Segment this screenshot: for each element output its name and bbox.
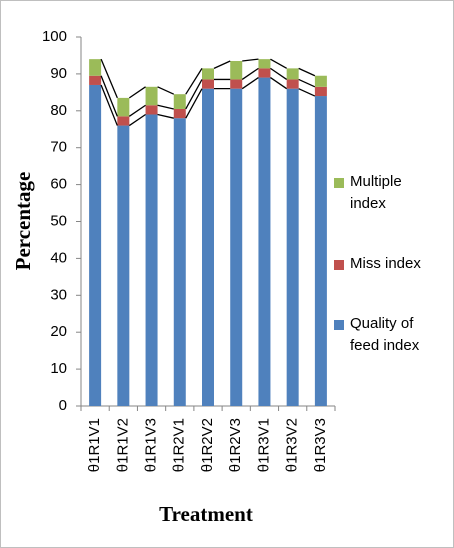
series-line	[128, 113, 146, 127]
bar-segment	[89, 59, 102, 76]
bar-segment	[173, 94, 186, 109]
y-tick-label: 50	[50, 212, 67, 229]
x-tick-label: θ1R2V2	[199, 418, 216, 472]
legend-swatch	[334, 178, 344, 188]
bar-segment	[314, 86, 327, 97]
bar-segment	[89, 84, 102, 406]
series-line	[185, 88, 203, 119]
legend-label: Quality of feed index	[350, 315, 420, 354]
x-tick-label: θ1R3V1	[255, 418, 272, 472]
series-line	[128, 104, 146, 117]
legend-label: Miss index	[350, 255, 421, 272]
series-line	[241, 67, 259, 80]
bar-segment	[286, 79, 299, 89]
y-tick-label: 30	[50, 286, 67, 303]
legend-item: Quality of feed index	[334, 313, 432, 357]
bar-segment	[258, 59, 271, 69]
series-line	[270, 77, 288, 90]
series-line	[185, 79, 203, 110]
bar-segment	[230, 88, 243, 406]
series-line	[241, 77, 259, 90]
series-line	[100, 84, 118, 126]
bar-segment	[89, 75, 102, 85]
bar-segment	[230, 79, 243, 89]
y-tick-label: 100	[42, 28, 67, 45]
series-line	[157, 86, 175, 95]
legend-item: Multiple index	[334, 171, 432, 215]
y-tick-label: 70	[50, 139, 67, 156]
series-line	[213, 60, 231, 69]
bar-segment	[202, 88, 214, 406]
series-line	[270, 58, 287, 69]
x-tick-label: θ1R2V1	[171, 418, 188, 472]
y-tick-label: 80	[50, 102, 67, 119]
bar-segment	[258, 68, 271, 78]
bar-segment	[117, 125, 130, 406]
legend-swatch	[334, 260, 344, 270]
bar-segment	[230, 60, 243, 80]
series-line	[298, 88, 316, 97]
bar-segment	[145, 114, 158, 407]
x-tick-label: θ1R1V2	[114, 418, 131, 472]
series-line	[157, 104, 174, 110]
bar-segment	[314, 96, 327, 406]
legend: Multiple index Miss index Quality of feed …	[334, 171, 449, 395]
x-axis-title: Treatment	[159, 502, 253, 526]
bar-segment	[173, 118, 186, 407]
x-tick-label: θ1R2V3	[227, 418, 244, 472]
series-line	[100, 58, 118, 99]
series-line	[100, 75, 118, 117]
bar-segment	[202, 79, 214, 89]
y-tick-label: 0	[59, 397, 67, 414]
bar-segment	[117, 97, 130, 117]
bar-segment	[117, 116, 130, 126]
series-line	[298, 67, 316, 77]
y-tick-label: 20	[50, 323, 67, 340]
y-tick-label: 90	[50, 65, 67, 82]
series-line	[128, 86, 146, 99]
bar-segment	[145, 105, 158, 115]
series-line	[242, 58, 259, 62]
bar-segment	[258, 77, 271, 406]
legend-label: Multiple index	[350, 173, 402, 212]
series-line	[185, 68, 203, 95]
y-tick-label: 60	[50, 176, 67, 193]
y-tick-label: 40	[50, 249, 67, 266]
x-tick-label: θ1R3V2	[284, 418, 301, 472]
legend-swatch	[334, 320, 344, 330]
x-tick-label: θ1R3V3	[312, 418, 329, 472]
x-tick-label: θ1R1V1	[86, 418, 103, 472]
bar-segment	[286, 88, 299, 406]
bar-segment	[314, 75, 327, 87]
x-tick-label: θ1R1V3	[143, 418, 160, 472]
bar-segment	[202, 68, 214, 80]
bar-segment	[173, 108, 186, 119]
legend-item: Miss index	[334, 253, 432, 275]
bar-segment	[286, 68, 299, 80]
series-line	[298, 78, 316, 88]
y-tick-label: 10	[50, 360, 67, 377]
y-axis-title: Percentage	[11, 172, 35, 271]
series-line	[157, 113, 174, 119]
series-line	[270, 67, 288, 80]
bar-segment	[145, 86, 158, 106]
